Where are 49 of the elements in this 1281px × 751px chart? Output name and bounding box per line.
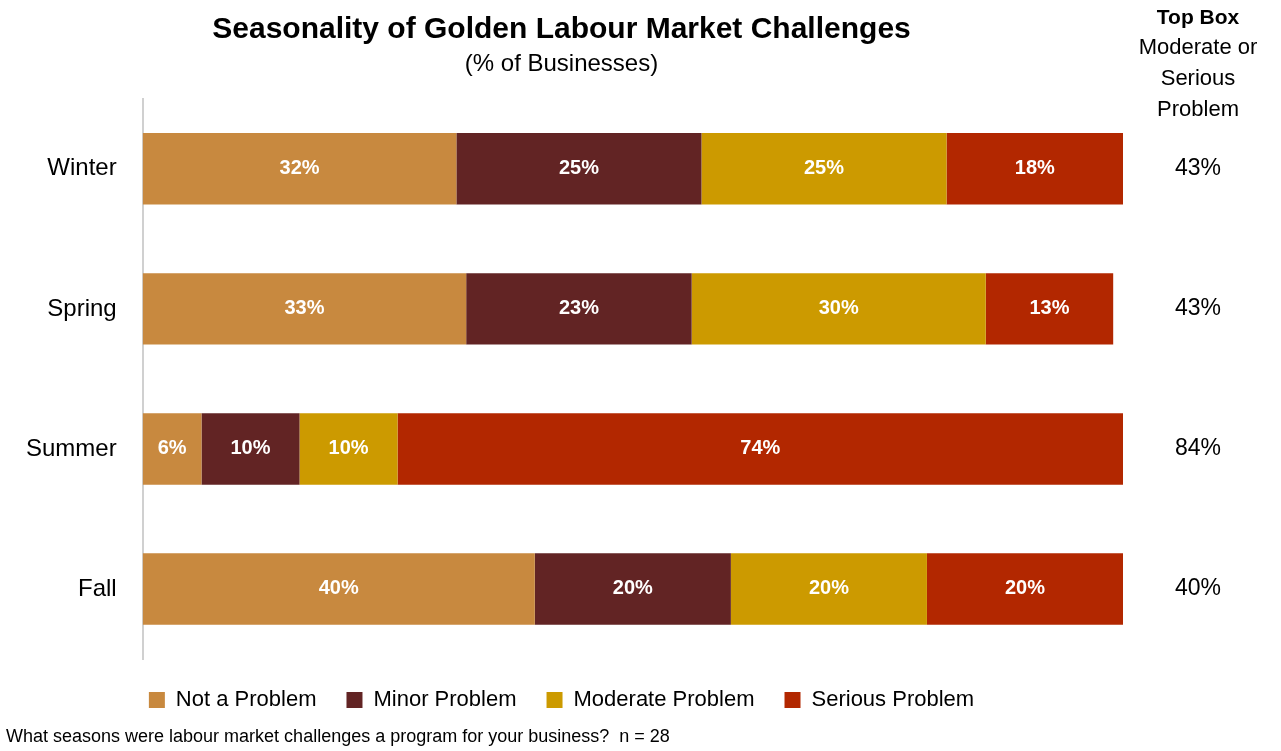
bar [142, 273, 467, 345]
y-tick-label: Summer [25, 433, 117, 461]
bar [142, 133, 457, 205]
text: Top Box [1156, 4, 1240, 28]
data-label: 23% [558, 296, 600, 319]
text: Moderate or Serious Problem [1138, 34, 1258, 122]
chart-subtitle: (% of Businesses) [464, 49, 659, 77]
chart-title: Seasonality of Golden Labour Market Challenges [212, 11, 911, 45]
data-label: 10% [328, 436, 369, 459]
data-label: 20% [1004, 576, 1046, 599]
legend-label: Minor Problem [373, 686, 517, 712]
y-tick-label: Spring [47, 293, 117, 321]
data-label: 13% [1029, 296, 1070, 319]
text: 43% [1174, 154, 1222, 181]
data-label: 25% [558, 156, 600, 179]
data-label: 40% [318, 576, 359, 599]
bar [730, 553, 927, 625]
bar [985, 273, 1114, 345]
legend-label: Serious Problem [811, 686, 975, 712]
bar [299, 413, 398, 485]
data-label: 10% [230, 436, 271, 459]
data-label: 18% [1014, 156, 1055, 179]
data-label: 6% [157, 436, 187, 459]
bar [142, 553, 535, 625]
data-label: 32% [279, 156, 320, 179]
data-label: 20% [808, 576, 850, 599]
y-tick-label: Winter [47, 153, 117, 181]
text: 40% [1174, 574, 1222, 601]
bar [466, 273, 692, 345]
legend-label: Not a Problem [175, 686, 317, 712]
data-label: 74% [740, 436, 781, 459]
y-tick-label: Fall [78, 573, 117, 601]
bar [201, 413, 300, 485]
bar [534, 553, 731, 625]
text: 84% [1174, 434, 1222, 461]
bar [691, 273, 986, 345]
data-label: 25% [803, 156, 845, 179]
text: What seasons were labour market challenges a program for your business? n = 28 [6, 725, 670, 746]
data-label: 33% [284, 296, 325, 319]
data-label: 30% [818, 296, 859, 319]
bar [456, 133, 702, 205]
bar [397, 413, 1123, 485]
bar [142, 413, 202, 485]
data-label: 20% [612, 576, 654, 599]
bar [946, 133, 1123, 205]
bar [701, 133, 947, 205]
text: 43% [1174, 294, 1222, 321]
legend-label: Moderate Problem [573, 686, 755, 712]
bar [926, 553, 1123, 625]
